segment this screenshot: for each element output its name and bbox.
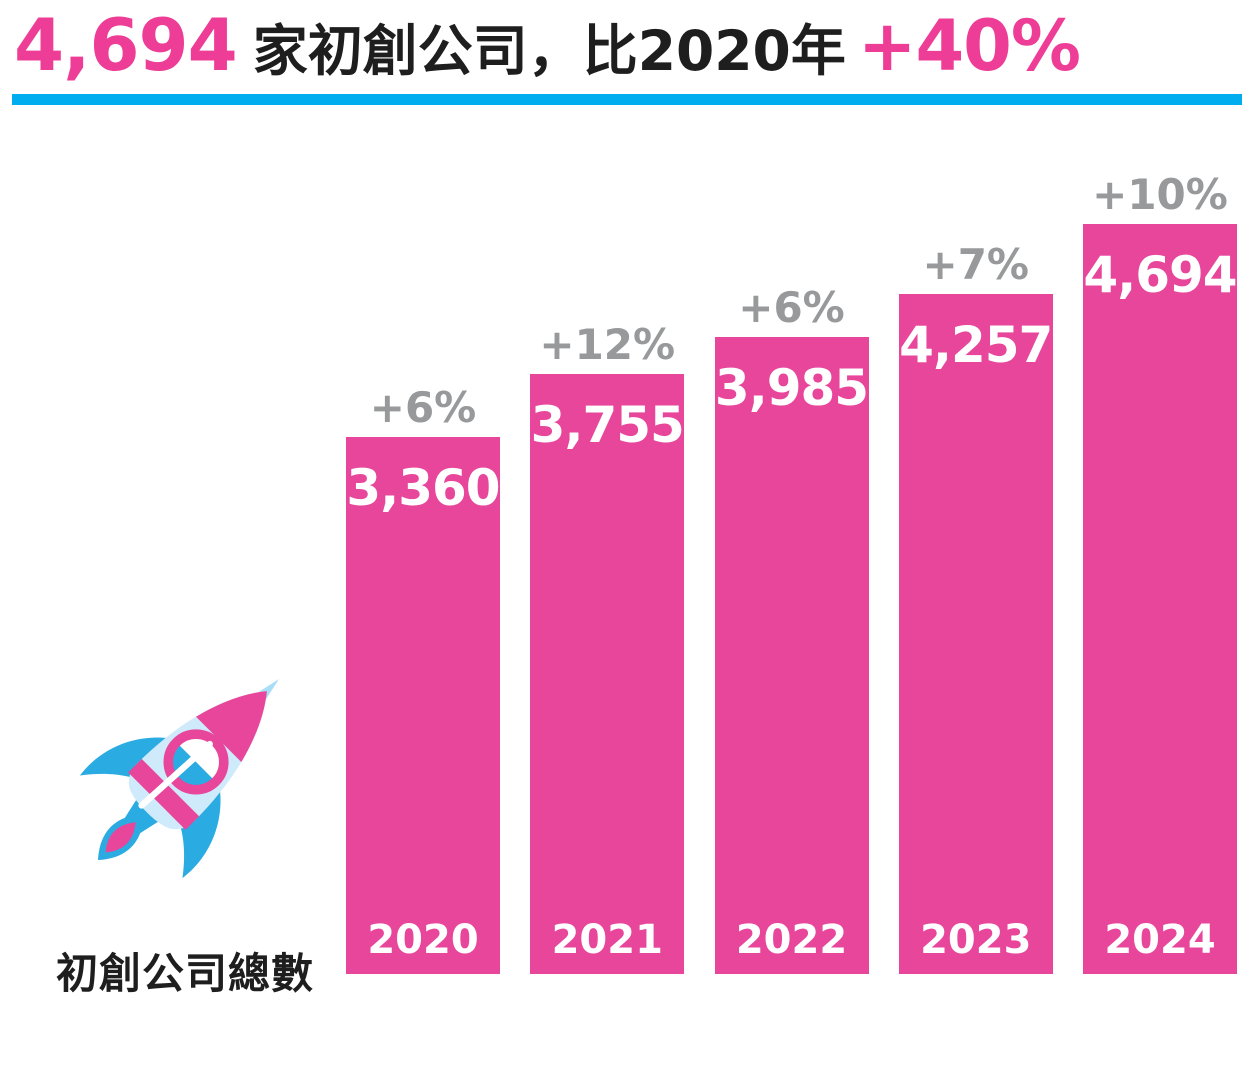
bar-column-2022: +6% 3,985 2022 — [714, 283, 869, 974]
growth-label: +6% — [369, 383, 477, 432]
chart-caption: 初創公司總數 — [56, 949, 315, 998]
year-label: 2022 — [735, 917, 848, 963]
growth-label: +10% — [1092, 170, 1228, 219]
growth-label: +6% — [738, 283, 845, 332]
title-description: 家初創公司，比2020年 — [252, 19, 846, 83]
growth-label: +7% — [922, 240, 1030, 289]
bar: 4,694 2024 — [1083, 224, 1238, 974]
year-label: 2021 — [551, 917, 663, 963]
rocket-illustration — [62, 640, 318, 896]
bar: 4,257 2023 — [898, 294, 1053, 974]
value-label: 4,257 — [899, 316, 1053, 374]
value-label: 3,985 — [714, 359, 869, 417]
bar: 3,985 2022 — [714, 337, 869, 974]
bar-column-2024: +10% 4,694 2024 — [1083, 170, 1238, 974]
title-growth-percent: +40% — [857, 5, 1081, 87]
title-total-count: 4,694 — [14, 3, 238, 87]
year-label: 2024 — [1104, 917, 1216, 963]
year-label: 2023 — [920, 917, 1032, 963]
growth-label: +12% — [539, 320, 676, 369]
bar: 3,755 2021 — [530, 374, 685, 974]
bar-column-2021: +12% 3,755 2021 — [530, 320, 685, 974]
rocket-icon — [79, 678, 280, 879]
year-label: 2020 — [367, 917, 479, 963]
bar-column-2023: +7% 4,257 2023 — [898, 240, 1053, 974]
bar-chart: +6% 3,360 2020 +12% 3,755 2021 +6% 3,985 2022 +7%… — [346, 170, 1238, 974]
bar-column-2020: +6% 3,360 2020 — [346, 383, 501, 974]
bar: 3,360 2020 — [346, 437, 501, 974]
value-label: 3,360 — [346, 459, 500, 517]
title-divider-rule — [12, 94, 1242, 105]
page-title: 4,694 家初創公司，比2020年 +40% — [14, 2, 1081, 108]
value-label: 3,755 — [530, 396, 685, 454]
value-label: 4,694 — [1083, 246, 1237, 304]
